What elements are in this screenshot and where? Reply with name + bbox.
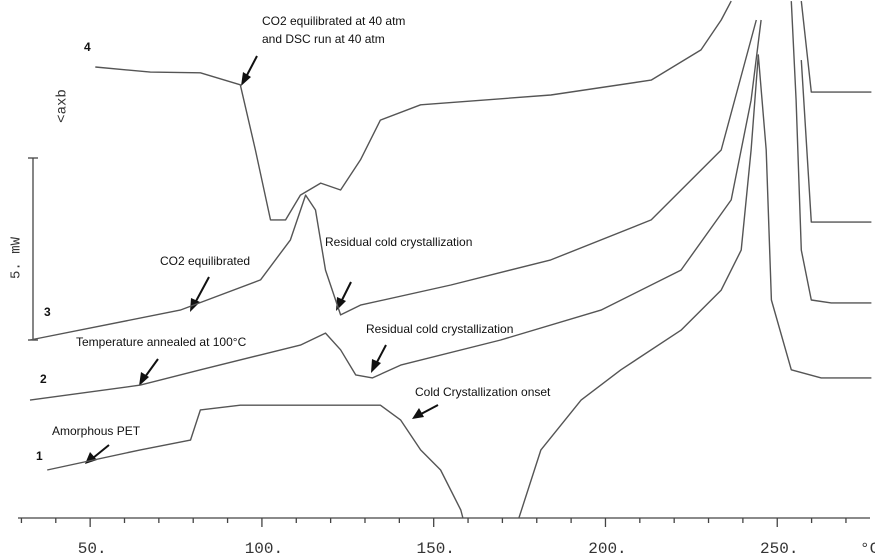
arrow-head bbox=[412, 408, 424, 419]
annotation: and DSC run at 40 atm bbox=[262, 32, 385, 46]
x-tick-label: 50. bbox=[78, 540, 107, 558]
annotation: CO2 equilibrated bbox=[160, 254, 250, 268]
x-unit: °C bbox=[860, 540, 875, 558]
exo-label: <axb bbox=[55, 89, 71, 123]
curve bbox=[95, 0, 872, 221]
curve-label: 2 bbox=[40, 372, 47, 386]
x-tick-label: 150. bbox=[416, 540, 454, 558]
curve-label: 3 bbox=[44, 305, 51, 319]
curve-label: 4 bbox=[84, 40, 91, 54]
arrows bbox=[85, 55, 439, 464]
arrow bbox=[375, 344, 387, 365]
arrow-head bbox=[139, 372, 149, 386]
annotation: Temperature annealed at 100°C bbox=[76, 335, 247, 349]
arrow-head bbox=[371, 359, 381, 373]
annotations: CO2 equilibrated at 40 atm and DSC run a… bbox=[52, 14, 551, 438]
annotation: Amorphous PET bbox=[52, 424, 141, 438]
arrow bbox=[194, 276, 210, 304]
x-tick-label: 200. bbox=[588, 540, 626, 558]
curve bbox=[47, 54, 872, 519]
arrow bbox=[245, 55, 258, 78]
arrow-head bbox=[85, 452, 97, 464]
arrow bbox=[144, 358, 159, 378]
curve bbox=[29, 1, 872, 401]
annotation: CO2 equilibrated at 40 atm bbox=[262, 14, 405, 28]
arrow bbox=[340, 281, 352, 303]
arrow bbox=[92, 444, 110, 459]
annotation: Residual cold crystallization bbox=[325, 235, 472, 249]
arrow bbox=[420, 404, 439, 415]
curve bbox=[29, 19, 872, 341]
curve-label: 1 bbox=[36, 449, 43, 463]
annotation: Residual cold crystallization bbox=[366, 322, 513, 336]
arrow-head bbox=[241, 72, 251, 86]
x-tick-label: 100. bbox=[245, 540, 283, 558]
annotation: Cold Crystallization onset bbox=[415, 385, 551, 399]
x-tick-label: 250. bbox=[760, 540, 798, 558]
scale-bar-label: 5. mW bbox=[9, 236, 25, 279]
